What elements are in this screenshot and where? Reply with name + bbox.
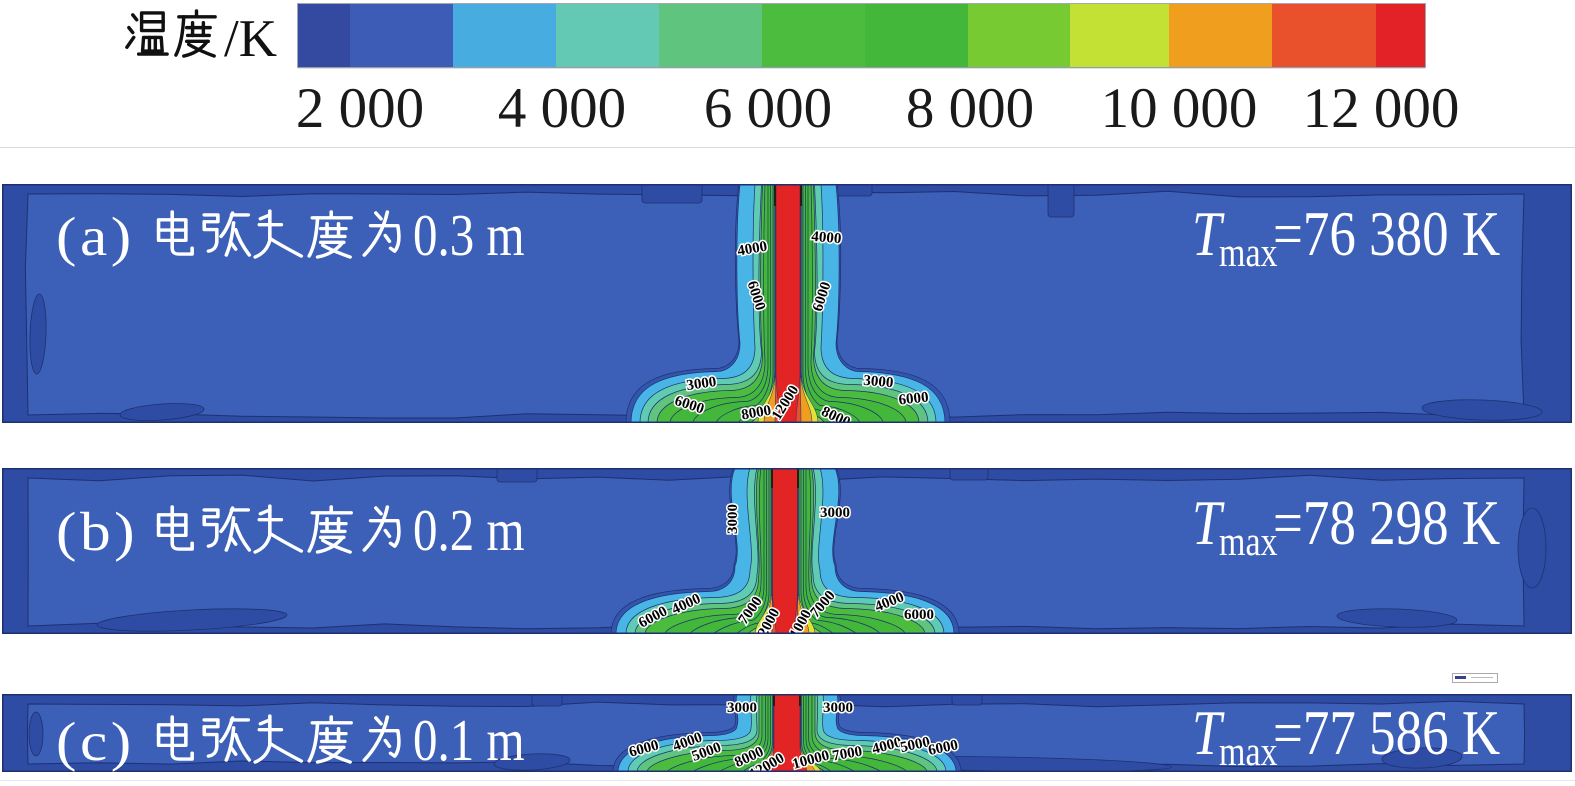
svg-text:4000: 4000 <box>736 239 768 260</box>
svg-text:(b): (b) <box>56 501 138 562</box>
svg-text:(c): (c) <box>56 711 135 772</box>
svg-text:0.3 m: 0.3 m <box>413 203 525 268</box>
svg-text:max: max <box>1219 231 1278 276</box>
svg-text:T: T <box>1192 199 1225 270</box>
svg-text:T: T <box>1192 488 1225 559</box>
svg-text:3000: 3000 <box>727 700 757 716</box>
svg-text:0.2 m: 0.2 m <box>413 498 525 563</box>
svg-text:3000: 3000 <box>823 700 853 716</box>
svg-text:=76 380 K: =76 380 K <box>1273 199 1500 270</box>
svg-text:=77 586 K: =77 586 K <box>1273 698 1500 769</box>
svg-text:8000: 8000 <box>740 403 772 423</box>
svg-text:0.1 m: 0.1 m <box>413 708 525 773</box>
svg-text:3000: 3000 <box>685 374 717 394</box>
svg-text:max: max <box>1219 730 1278 775</box>
svg-text:7000: 7000 <box>831 744 863 765</box>
svg-text:/K: /K <box>224 10 277 68</box>
svg-text:4000: 4000 <box>811 229 842 248</box>
svg-text:6000: 6000 <box>904 607 934 623</box>
svg-text:max: max <box>1219 520 1278 565</box>
svg-text:3000: 3000 <box>820 505 850 521</box>
svg-text:=78 298 K: =78 298 K <box>1273 488 1500 559</box>
svg-text:T: T <box>1192 698 1225 769</box>
svg-text:(a): (a) <box>56 206 135 267</box>
svg-text:6000: 6000 <box>898 389 930 408</box>
svg-text:3000: 3000 <box>725 504 741 534</box>
svg-text:3000: 3000 <box>863 373 894 392</box>
